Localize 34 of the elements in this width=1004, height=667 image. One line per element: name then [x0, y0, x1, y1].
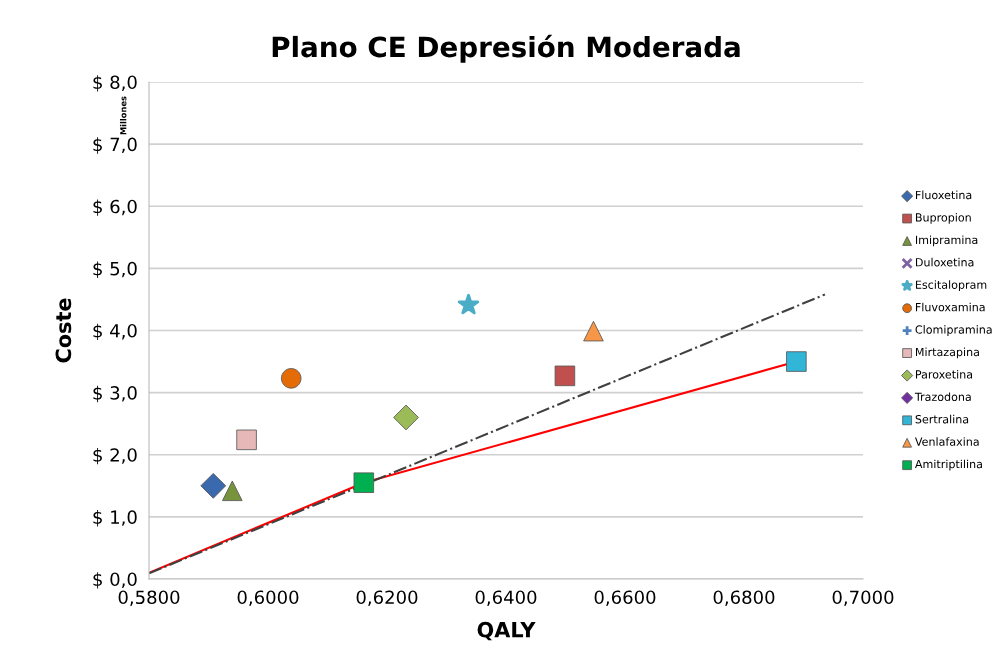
x-tick-label: 0,7000 [832, 590, 894, 606]
legend-label: Sertralina [915, 414, 969, 424]
y-axis-title: Coste [55, 298, 72, 363]
y-tick-label: $ 5,0 [93, 261, 137, 278]
y-tick-label: $ 8,0 [93, 75, 137, 92]
x-tick-label: 0,6600 [594, 590, 656, 606]
legend-label: Venlafaxina [914, 437, 979, 446]
legend-label: Imipramina [915, 235, 978, 247]
x-axis-title: QALY [477, 621, 536, 641]
x-tick-label: 0,6200 [356, 590, 418, 606]
legend-label: Fluoxetina [915, 190, 972, 200]
legend-label: Paroxetina [915, 369, 973, 379]
legend-label: Clomipramina [915, 325, 992, 336]
y-tick-label: $ 0,0 [93, 572, 137, 589]
legend-label: Amitriptilina [914, 459, 982, 471]
x-tick-label: 0,6400 [475, 590, 537, 606]
x-tick-label: 0,6800 [713, 590, 775, 606]
y-tick-label: $ 4,0 [93, 323, 137, 341]
x-tick-label: 0,5800 [118, 590, 180, 606]
y-tick-label: $ 7,0 [93, 137, 137, 154]
point [457, 293, 480, 315]
chart-title: Plano CE Depresión Moderada [272, 34, 740, 63]
y-tick-label: $ 1,0 [93, 510, 137, 527]
legend-label: Trazodona [914, 392, 971, 401]
legend-label: Escitalopram [915, 280, 987, 292]
y-tick-label: $ 3,0 [93, 385, 137, 403]
x-tick-label: 0,6000 [237, 590, 299, 606]
text: Millones [119, 96, 127, 135]
legend-label: Mirtazapina [915, 347, 979, 359]
legend-label: Bupropion [915, 213, 971, 224]
legend-label: Duloxetina [915, 257, 974, 267]
y-tick-label: $ 6,0 [93, 199, 137, 216]
y-tick-label: $ 2,0 [93, 447, 137, 465]
legend-label: Fluvoxamina [915, 302, 985, 312]
